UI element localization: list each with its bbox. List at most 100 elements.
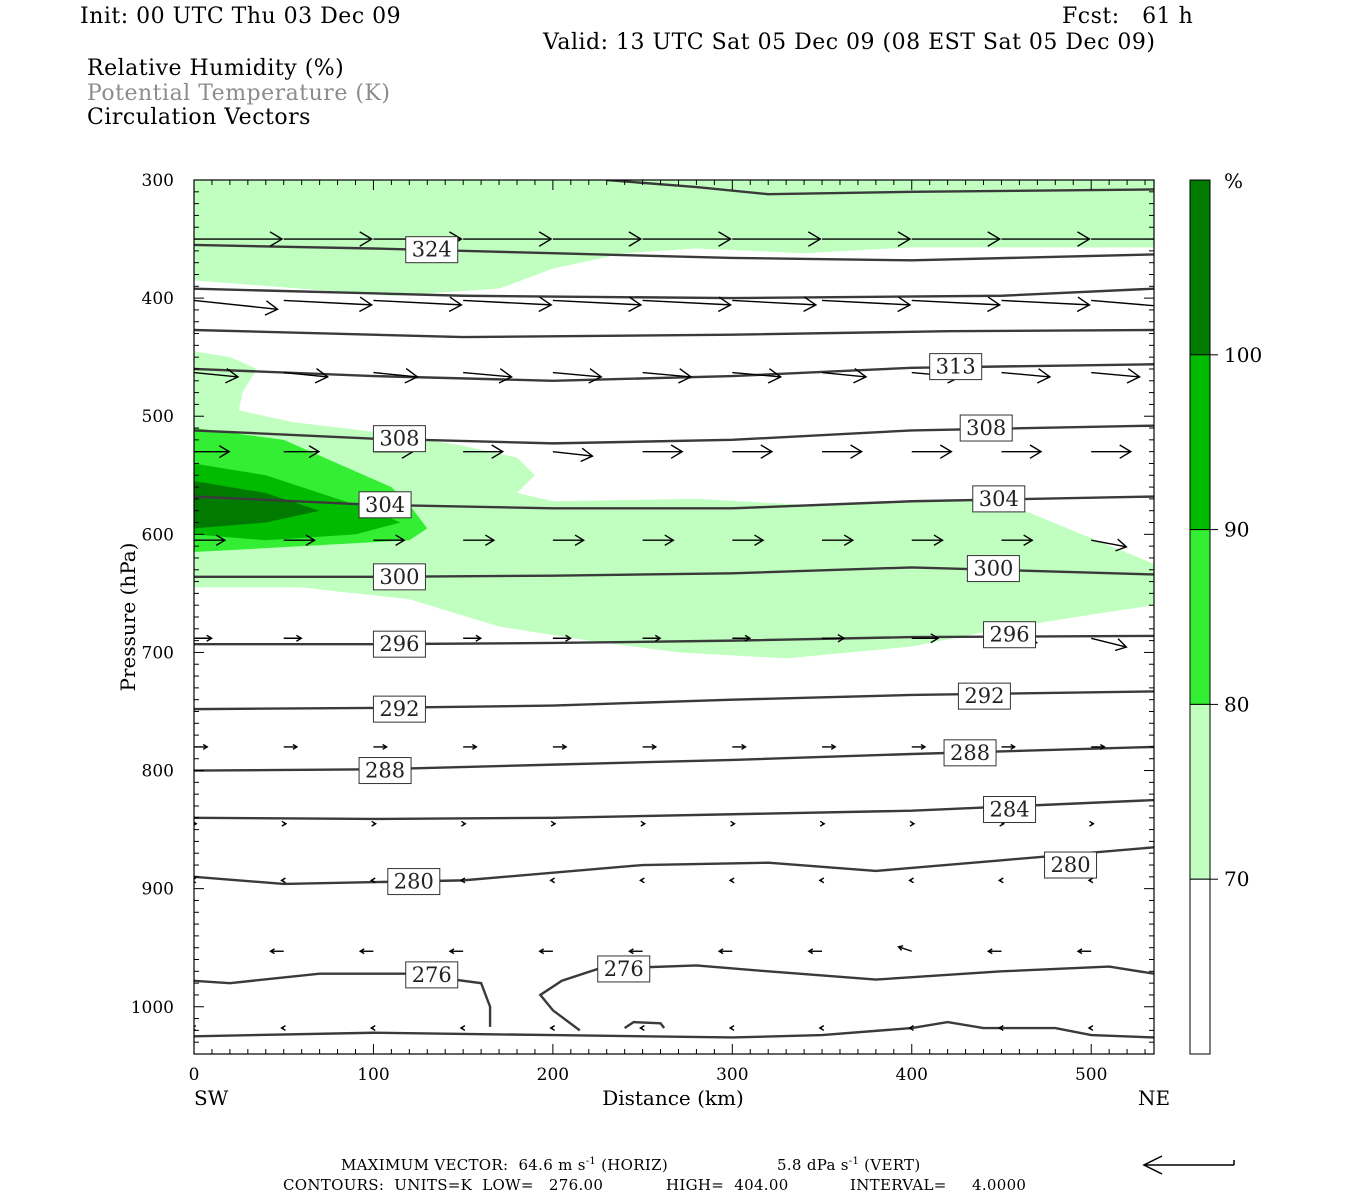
- rh-region-70-80-1: [194, 180, 1154, 296]
- theta-contour-292-13: [194, 690, 1154, 711]
- y-tick-label: 800: [142, 762, 174, 782]
- vector-arrow: [552, 743, 568, 750]
- vector-arrow: [281, 820, 288, 827]
- contour-label-box: [405, 961, 459, 989]
- x-axis-left-end-label: SW: [194, 1086, 229, 1110]
- vector-arrow: [194, 231, 284, 247]
- theta-contour-304-7: [194, 495, 1154, 510]
- vector-arrow: [1001, 743, 1017, 750]
- vector-arrow: [628, 948, 643, 955]
- vector-arrow: [732, 368, 783, 384]
- vector-arrow: [1001, 534, 1034, 547]
- theta-contour-280-18: [194, 846, 1154, 886]
- vector-arrow: [1001, 444, 1043, 459]
- vector-arrow: [463, 296, 553, 313]
- vector-arrow: [818, 877, 825, 884]
- max-vector-horizontal: MAXIMUM VECTOR: 64.6 m s-1 (HORIZ): [341, 1156, 668, 1174]
- vector-arrow: [821, 367, 868, 384]
- vector-arrow: [448, 948, 464, 955]
- contour-label-box: [972, 485, 1026, 513]
- colorbar-unit: %: [1224, 169, 1243, 193]
- vector-arrow: [807, 948, 823, 955]
- contour-label-304: 304: [365, 493, 405, 517]
- vector-arrow: [369, 1025, 376, 1032]
- vector-arrow: [552, 447, 594, 463]
- vector-arrow: [986, 948, 1002, 955]
- x-tick-label: 200: [537, 1065, 569, 1085]
- contour-label-box: [372, 630, 426, 658]
- rh-region-100+-5: [194, 481, 320, 529]
- forecast-hour: Fcst: 61 h: [1062, 4, 1194, 29]
- contour-label-box: [966, 555, 1020, 583]
- vector-arrow: [639, 1025, 645, 1032]
- vector-arrow: [1091, 444, 1133, 459]
- vector-arrow: [822, 444, 863, 459]
- vector-arrow: [463, 534, 496, 547]
- vector-arrow: [819, 820, 826, 827]
- colorbar-swatch: [1189, 179, 1211, 356]
- legend-circulation-vectors: Circulation Vectors: [87, 105, 311, 130]
- vector-arrow: [283, 231, 374, 247]
- colorbar-level-label: 90: [1224, 518, 1249, 542]
- vector-arrow: [732, 743, 747, 750]
- contour-label-box: [957, 682, 1011, 710]
- y-tick-label: 500: [142, 407, 174, 427]
- vector-arrow: [194, 534, 227, 547]
- contour-units-low: CONTOURS: UNITS=K LOW= 276.00: [283, 1176, 604, 1194]
- vector-arrow: [911, 534, 944, 547]
- x-tick-label: 100: [357, 1065, 389, 1085]
- vector-arrow: [732, 231, 822, 247]
- colorbar-level-label: 80: [1224, 692, 1249, 716]
- vector-arrow: [642, 743, 658, 750]
- vector-arrow: [728, 1025, 735, 1032]
- vector-arrow: [909, 820, 916, 827]
- x-axis-title: Distance (km): [602, 1086, 744, 1110]
- theta-contour-unlabeled-23: [194, 1020, 1154, 1039]
- contour-label-276: 276: [604, 957, 644, 981]
- contour-label-layer: 324 313 308 308 304 304 300 300 296 296 292 292 288 2…: [358, 236, 1098, 989]
- contour-label-box: [358, 757, 412, 785]
- vector-arrow: [194, 367, 240, 384]
- vector-arrow: [459, 1025, 466, 1032]
- vector-arrow: [997, 877, 1004, 884]
- vector-arrow: [911, 743, 927, 750]
- contour-label-296: 296: [379, 632, 419, 656]
- vector-arrow: [908, 877, 914, 884]
- y-tick-label: 400: [142, 289, 174, 309]
- y-tick-label: 1000: [131, 998, 174, 1018]
- contour-label-box: [959, 414, 1013, 442]
- theta-contour-313-4: [194, 363, 1154, 382]
- contour-label-292: 292: [379, 697, 419, 721]
- vector-arrow: [463, 634, 483, 642]
- contour-high: HIGH= 404.00: [666, 1176, 789, 1194]
- vector-arrow: [642, 444, 684, 459]
- vector-layer: [194, 231, 1154, 1032]
- vector-arrow: [373, 743, 388, 750]
- vector-arrow: [640, 820, 647, 827]
- vector-arrow: [1091, 538, 1128, 552]
- contour-label-280: 280: [1050, 853, 1090, 877]
- rh-region-70-80-2: [194, 351, 1154, 659]
- vector-arrow: [997, 1025, 1004, 1032]
- vector-arrow: [550, 820, 557, 827]
- colorbar-swatch: [1189, 529, 1211, 705]
- contour-label-284: 284: [989, 798, 1029, 822]
- contour-label-box: [372, 563, 426, 591]
- contour-label-box: [597, 955, 651, 983]
- legend-relative-humidity: Relative Humidity (%): [87, 56, 345, 81]
- vector-arrow: [283, 634, 303, 642]
- vector-arrow: [911, 633, 940, 644]
- vector-arrow: [911, 444, 953, 459]
- theta-contour-unlabeled-22: [623, 1020, 666, 1030]
- vector-arrow: [728, 877, 735, 884]
- colorbar-level-label: 70: [1224, 867, 1249, 891]
- vector-arrow: [369, 877, 376, 884]
- vector-arrow: [283, 296, 374, 313]
- contour-label-292: 292: [964, 684, 1004, 708]
- contour-label-box: [1044, 851, 1098, 879]
- theta-contour-284-17: [194, 798, 1154, 821]
- contour-label-box: [387, 868, 441, 896]
- y-tick-label: 700: [142, 643, 174, 663]
- vector-arrow: [1087, 1025, 1094, 1032]
- vector-arrow: [280, 1025, 286, 1032]
